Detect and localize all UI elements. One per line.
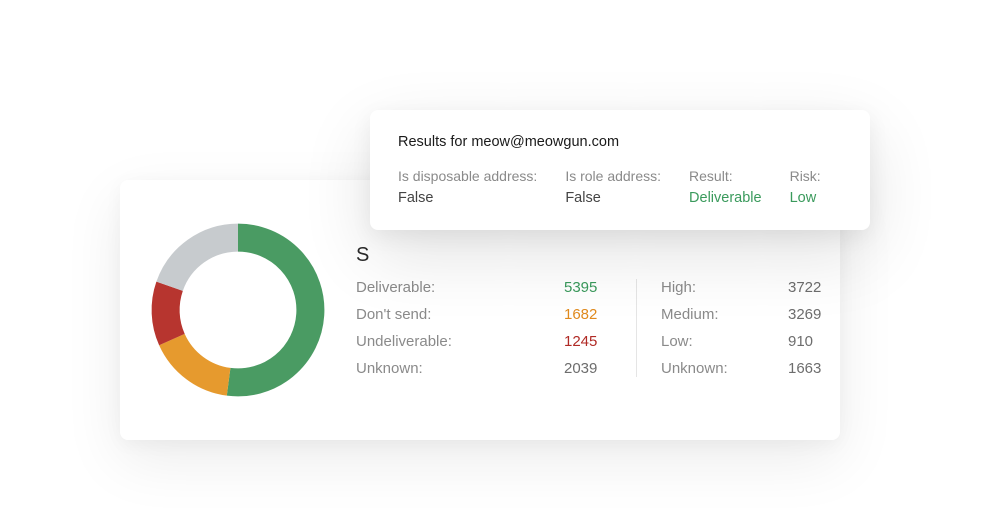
status-stat-value: 1682: [564, 306, 612, 323]
status-stat-value: 5395: [564, 279, 612, 296]
status-stats-column: Deliverable: 5395 Don't send: 1682 Undeliver…: [356, 279, 636, 377]
risk-stat-label: Low:: [661, 333, 693, 350]
risk-stat-label: Unknown:: [661, 360, 728, 377]
result-field-value: False: [398, 190, 537, 206]
risk-stat-label: Medium:: [661, 306, 719, 323]
status-stat-value: 1245: [564, 333, 612, 350]
risk-stats-column: High: 3722 Medium: 3269 Low: 910 Unknown: 1663: [636, 279, 836, 377]
status-stat-row: Don't send: 1682: [356, 306, 612, 323]
risk-stat-value: 3269: [788, 306, 836, 323]
risk-stat-row: Medium: 3269: [661, 306, 836, 323]
result-field-value: Deliverable: [689, 190, 762, 206]
status-stat-label: Undeliverable:: [356, 333, 452, 350]
result-field: Is role address: False: [565, 168, 661, 206]
status-stat-label: Don't send:: [356, 306, 431, 323]
donut-segment-deliverable: [229, 238, 311, 383]
result-field-value: Low: [790, 190, 821, 206]
donut-segment-dont_send: [172, 340, 229, 382]
result-field: Risk: Low: [790, 168, 821, 206]
risk-stat-row: Unknown: 1663: [661, 360, 836, 377]
status-stat-row: Deliverable: 5395: [356, 279, 612, 296]
risk-stat-value: 910: [788, 333, 836, 350]
result-field: Result: Deliverable: [689, 168, 762, 206]
status-stat-row: Undeliverable: 1245: [356, 333, 612, 350]
status-stat-label: Deliverable:: [356, 279, 435, 296]
risk-stat-row: Low: 910: [661, 333, 836, 350]
status-donut-chart: [148, 220, 328, 400]
risk-stat-value: 3722: [788, 279, 836, 296]
status-stat-value: 2039: [564, 360, 612, 377]
result-field: Is disposable address: False: [398, 168, 537, 206]
result-card-title: Results for meow@meowgun.com: [398, 134, 842, 150]
result-field-value: False: [565, 190, 661, 206]
summary-title: S: [356, 244, 836, 267]
status-stat-row: Unknown: 2039: [356, 360, 612, 377]
result-field-label: Risk:: [790, 168, 821, 184]
result-field-label: Is role address:: [565, 168, 661, 184]
status-stat-label: Unknown:: [356, 360, 423, 377]
risk-stat-value: 1663: [788, 360, 836, 377]
result-field-label: Is disposable address:: [398, 168, 537, 184]
risk-stat-label: High:: [661, 279, 696, 296]
result-fields-row: Is disposable address:FalseIs role addre…: [398, 168, 842, 206]
donut-segment-unknown: [170, 238, 238, 287]
donut-segment-undeliverable: [166, 286, 172, 339]
result-card: Results for meow@meowgun.com Is disposab…: [370, 110, 870, 230]
result-field-label: Result:: [689, 168, 762, 184]
risk-stat-row: High: 3722: [661, 279, 836, 296]
